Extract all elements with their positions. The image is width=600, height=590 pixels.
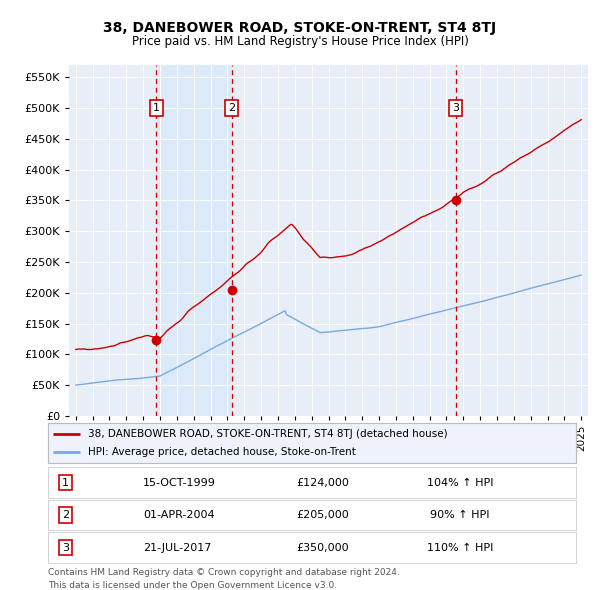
Text: £350,000: £350,000 xyxy=(296,543,349,552)
Text: 21-JUL-2017: 21-JUL-2017 xyxy=(143,543,211,552)
Text: £205,000: £205,000 xyxy=(296,510,349,520)
Text: Contains HM Land Registry data © Crown copyright and database right 2024.: Contains HM Land Registry data © Crown c… xyxy=(48,568,400,576)
Text: 90% ↑ HPI: 90% ↑ HPI xyxy=(430,510,490,520)
Text: 38, DANEBOWER ROAD, STOKE-ON-TRENT, ST4 8TJ (detached house): 38, DANEBOWER ROAD, STOKE-ON-TRENT, ST4 … xyxy=(88,429,447,439)
Text: 15-OCT-1999: 15-OCT-1999 xyxy=(143,478,216,487)
Text: 104% ↑ HPI: 104% ↑ HPI xyxy=(427,478,493,487)
Text: 2: 2 xyxy=(62,510,69,520)
Text: 1: 1 xyxy=(62,478,69,487)
Text: £124,000: £124,000 xyxy=(296,478,349,487)
Text: 01-APR-2004: 01-APR-2004 xyxy=(143,510,215,520)
Bar xyxy=(157,65,232,416)
Text: 2: 2 xyxy=(228,103,235,113)
Text: HPI: Average price, detached house, Stoke-on-Trent: HPI: Average price, detached house, Stok… xyxy=(88,447,355,457)
Text: 38, DANEBOWER ROAD, STOKE-ON-TRENT, ST4 8TJ: 38, DANEBOWER ROAD, STOKE-ON-TRENT, ST4 … xyxy=(103,21,497,35)
Text: 3: 3 xyxy=(62,543,69,552)
Text: 1: 1 xyxy=(153,103,160,113)
Text: Price paid vs. HM Land Registry's House Price Index (HPI): Price paid vs. HM Land Registry's House … xyxy=(131,35,469,48)
Text: 3: 3 xyxy=(452,103,459,113)
Text: 110% ↑ HPI: 110% ↑ HPI xyxy=(427,543,493,552)
Text: This data is licensed under the Open Government Licence v3.0.: This data is licensed under the Open Gov… xyxy=(48,581,337,589)
